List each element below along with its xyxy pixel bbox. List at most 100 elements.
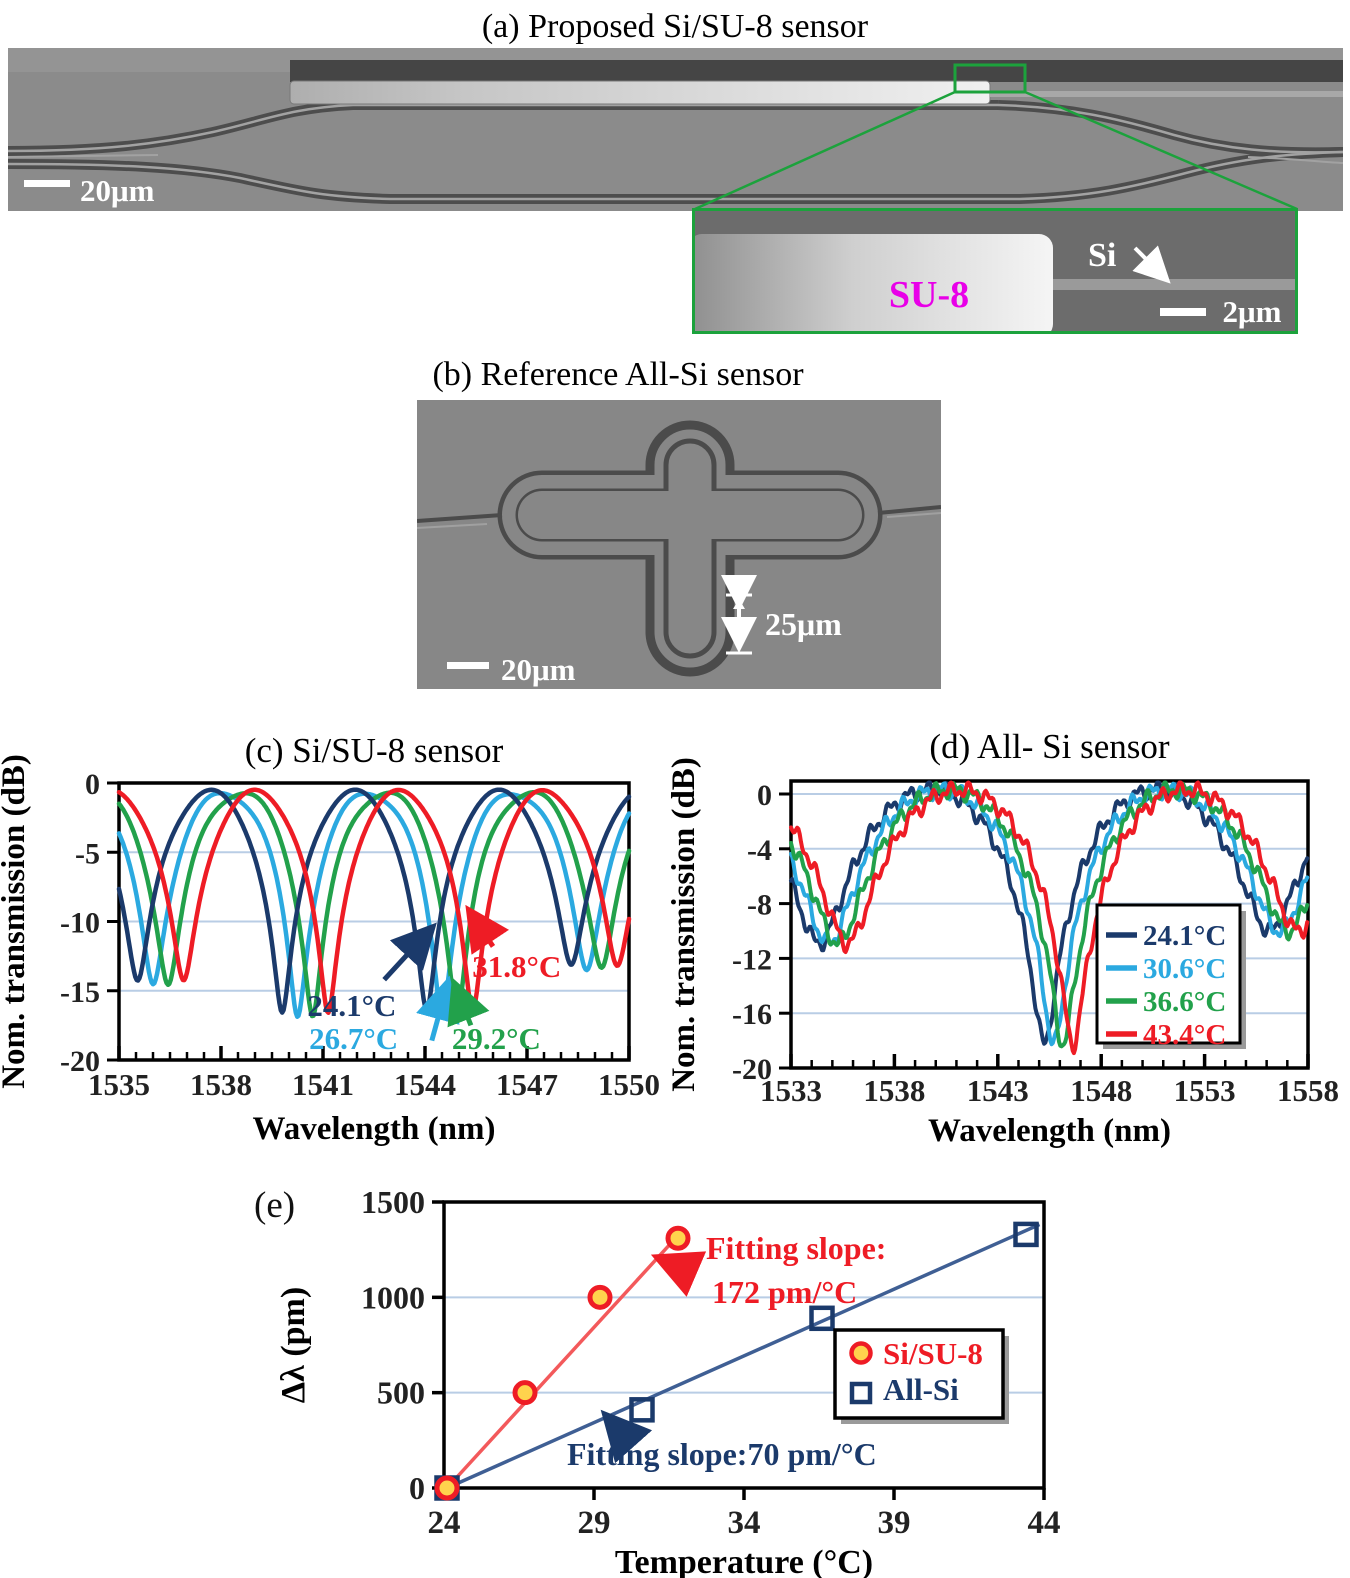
- text-graphic: 39: [878, 1505, 911, 1541]
- zoom-region-box: [953, 63, 1027, 94]
- line-graphic: [447, 977, 490, 1028]
- text-graphic: Wavelength (nm): [253, 1111, 496, 1147]
- text-graphic: 1535: [88, 1067, 150, 1102]
- inset-su8-block: [688, 234, 1053, 338]
- text-graphic: -20: [732, 1053, 772, 1086]
- polyline-graphic: [116, 790, 632, 1019]
- text-graphic: -4: [747, 834, 772, 867]
- text-graphic: Fitting slope:70 pm/°C: [567, 1436, 877, 1472]
- path-graphic: [733, 639, 745, 649]
- text-graphic: -8: [747, 889, 772, 922]
- text-graphic: Nom. transmission (dB): [0, 754, 32, 1089]
- line-graphic: [446, 1222, 1041, 1490]
- text-graphic: (e): [254, 1185, 295, 1226]
- line-graphic: [445, 1229, 684, 1490]
- text-graphic: (c) Si/SU-8 sensor: [245, 731, 504, 770]
- path-graphic: [886, 512, 942, 518]
- circle-graphic: [665, 1225, 691, 1251]
- polyline-graphic: [789, 780, 1310, 1049]
- text-graphic: Δλ (pm): [275, 1287, 312, 1403]
- rect-graphic: [518, 491, 862, 539]
- scalebar-a-label: 20μm: [80, 173, 155, 208]
- panel-a-title: (a) Proposed Si/SU-8 sensor: [481, 8, 869, 45]
- text-graphic: Nom. transmission (dB): [670, 757, 702, 1092]
- circle-graphic: [512, 1380, 538, 1406]
- path-graphic: [416, 513, 503, 523]
- circle-graphic: [849, 1341, 873, 1365]
- panel-a-inset-drawing: SU-8 Si 2μm: [688, 208, 1298, 338]
- circle-graphic: [587, 1284, 613, 1310]
- scalebar-b-label: 20μm: [501, 652, 576, 687]
- path-graphic: [416, 523, 488, 529]
- text-graphic: -5: [75, 837, 100, 870]
- text-graphic: 0: [85, 768, 100, 801]
- inset-si-arrow: [1132, 245, 1171, 284]
- text-graphic: 1541: [292, 1067, 354, 1102]
- rect-graphic: [663, 438, 717, 659]
- text-graphic: 1500: [361, 1184, 425, 1220]
- text-graphic: 24: [428, 1505, 461, 1541]
- text-graphic: 43.4°C: [1143, 1019, 1226, 1051]
- panel-b-title: (b) Reference All-Si sensor: [432, 356, 804, 393]
- rect-graphic: [1095, 903, 1242, 1045]
- panel-b-sem-image: 25μm 20μm: [416, 400, 942, 694]
- scalebar-inset-label: 2μm: [1223, 294, 1282, 329]
- text-graphic: -15: [60, 976, 100, 1009]
- polyline-graphic: [789, 780, 1310, 1056]
- sem-a-si-wire: [990, 91, 1343, 97]
- line-graphic: [650, 1251, 707, 1297]
- polyline-graphic: [116, 787, 632, 1015]
- chart-shift-vs-temperature: 0 500 1000 1500 24 29 34 39 44 Temperature (°C) Δλ…: [254, 1184, 1061, 1578]
- polyline-graphic: [789, 781, 1310, 1047]
- line-graphic: [382, 922, 437, 982]
- text-graphic: (d) All- Si sensor: [929, 727, 1169, 766]
- rect-graphic: [849, 1381, 873, 1405]
- text-graphic: 1550: [598, 1067, 660, 1102]
- text-graphic: 1000: [361, 1279, 425, 1315]
- text-graphic: 44: [1028, 1505, 1061, 1541]
- text-graphic: 30.6°C: [1143, 953, 1226, 985]
- text-graphic: 1543: [967, 1073, 1029, 1108]
- inset-si-wire: [1053, 279, 1298, 290]
- text-graphic: 1553: [1174, 1073, 1236, 1108]
- text-graphic: -16: [732, 998, 772, 1031]
- text-graphic: Si/SU-8: [883, 1336, 983, 1371]
- text-graphic: 1538: [863, 1073, 925, 1108]
- text-graphic: 172 pm/°C: [712, 1274, 857, 1310]
- inset-si-label: Si: [1088, 237, 1116, 274]
- text-graphic: 1547: [496, 1067, 558, 1102]
- polyline-graphic: [116, 789, 632, 1019]
- sem-a-su8-bar: [289, 80, 991, 105]
- sem-a-trench-band: [290, 60, 1343, 82]
- text-graphic: 26.7°C: [309, 1021, 398, 1056]
- text-graphic: 1548: [1070, 1073, 1132, 1108]
- scalebar-a: [24, 180, 70, 187]
- line-graphic: [600, 1409, 653, 1464]
- panel-b-width-label: 25μm: [765, 606, 842, 642]
- text-graphic: 500: [377, 1375, 425, 1411]
- inset-border: [692, 208, 1298, 334]
- panel-b-sem-drawing: 25μm 20μm: [416, 400, 942, 689]
- path-graphic: [7, 154, 159, 158]
- text-graphic: 36.6°C: [1143, 986, 1226, 1018]
- text-graphic: 1538: [190, 1067, 252, 1102]
- text-graphic: All-Si: [883, 1372, 959, 1407]
- polyline-graphic: [116, 787, 632, 1015]
- text-graphic: 1558: [1277, 1073, 1339, 1108]
- text-graphic: 1533: [760, 1073, 822, 1108]
- panel-a-sem-image: 20μm: [7, 48, 1344, 216]
- text-graphic: 29.2°C: [452, 1021, 541, 1056]
- line-graphic: [416, 975, 460, 1042]
- text-graphic: 0: [757, 779, 772, 812]
- text-graphic: Temperature (°C): [615, 1544, 873, 1578]
- text-graphic: Fitting slope:: [706, 1230, 886, 1266]
- path-graphic: [877, 505, 942, 515]
- panel-a-inset-image: SU-8 Si 2μm: [688, 208, 1298, 339]
- text-graphic: -12: [732, 943, 772, 976]
- text-graphic: 24.1°C: [307, 988, 396, 1023]
- text-graphic: 34: [728, 1505, 761, 1541]
- text-graphic: 1544: [394, 1067, 456, 1102]
